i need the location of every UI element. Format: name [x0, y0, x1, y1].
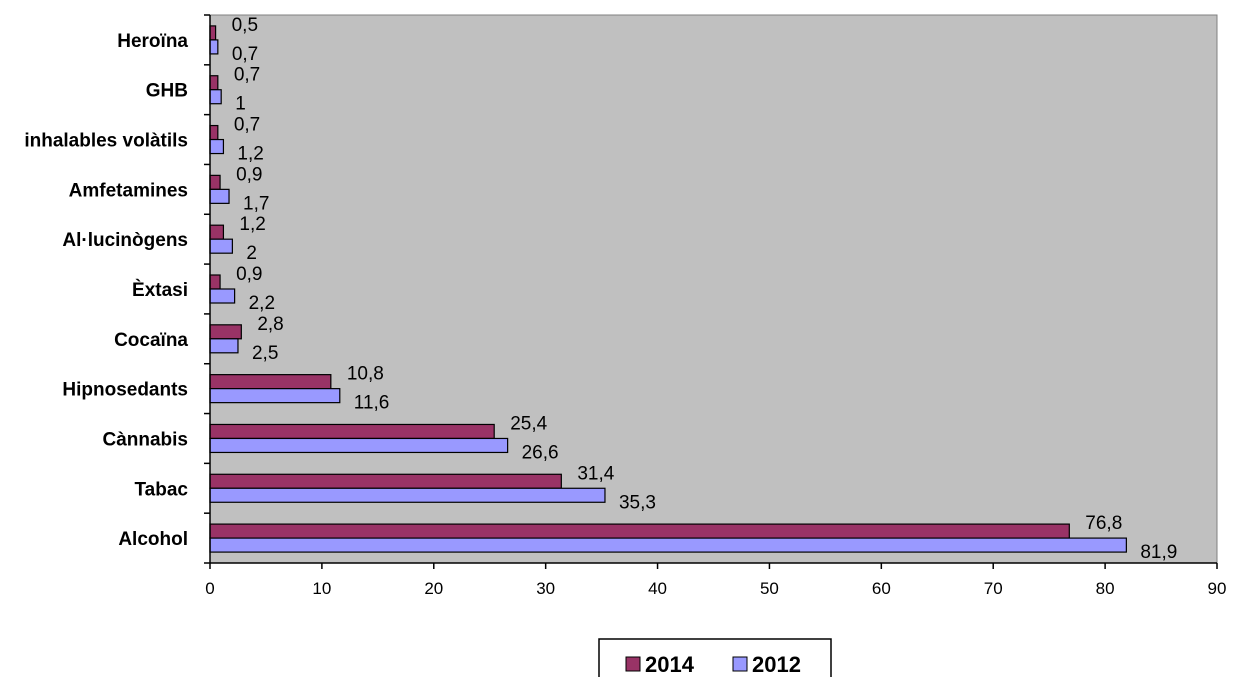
x-tick-label: 80 — [1096, 579, 1115, 598]
category-label-hipnosedants: Hipnosedants — [62, 380, 188, 401]
bar-2012-cocaina — [209, 338, 239, 354]
category-label-inhalables-volatils: inhalables volàtils — [24, 131, 188, 152]
data-label-2012-ghb: 1 — [235, 94, 246, 115]
category-label-tabac: Tabac — [134, 479, 188, 500]
x-tick-label: 0 — [205, 579, 214, 598]
x-tick-label: 90 — [1208, 579, 1227, 598]
data-label-2012-hipnosedants: 11,6 — [354, 393, 390, 414]
category-label-cannabis: Cànnabis — [102, 429, 188, 450]
bars-layer — [209, 25, 1127, 553]
legend-swatch-2014 — [625, 656, 641, 672]
data-label-2014-ghb: 0,7 — [234, 65, 260, 86]
data-label-2012-cannabis: 26,6 — [522, 442, 559, 463]
labels-layer: Alcohol 76,8 81,9 Tabac 31,435,3 Cànnabis 25,4… — [24, 15, 1177, 563]
bar-2014-amfetamines — [209, 174, 221, 190]
data-label-2014-hipnosedants: 10,8 — [347, 364, 384, 385]
category-label-amfetamines: Amfetamines — [69, 180, 188, 201]
x-tick-label: 60 — [872, 579, 891, 598]
data-label-2012-extasi: 2,2 — [249, 293, 275, 314]
x-tick-label: 40 — [648, 579, 667, 598]
data-label-2014-alcohol: 76,8 — [1085, 513, 1122, 534]
x-tick-label: 30 — [536, 579, 555, 598]
data-label-2012-heroina: 0,7 — [232, 44, 258, 65]
legend-label-2012: 2012 — [752, 652, 801, 677]
category-label-extasi: Èxtasi — [132, 279, 188, 301]
bar-2012-heroina — [209, 39, 219, 55]
data-label-2014-al-lucinogens: 1,2 — [239, 214, 265, 235]
bar-2014-cocaina — [209, 324, 242, 340]
data-label-2014-amfetamines: 0,9 — [236, 164, 262, 185]
x-tick-label: 50 — [760, 579, 779, 598]
bar-2012-al-lucinogens — [209, 238, 233, 254]
bar-2014-extasi — [209, 274, 221, 290]
bar-2014-cannabis — [209, 423, 495, 440]
legend: 2014 2012 — [598, 638, 832, 677]
x-tick-label: 10 — [312, 579, 331, 598]
bar-2012-extasi — [209, 288, 236, 304]
plot-area — [209, 14, 1218, 564]
bar-2014-hipnosedants — [209, 374, 332, 390]
data-label-2012-inhalables-volatils: 1,2 — [237, 144, 263, 165]
bar-2014-tabac — [209, 473, 562, 489]
bar-2014-ghb — [209, 75, 219, 91]
data-label-2014-heroina: 0,5 — [232, 15, 258, 36]
data-label-2014-inhalables-volatils: 0,7 — [234, 115, 260, 136]
data-label-2012-cocaina: 2,5 — [252, 343, 278, 364]
category-label-heroina: Heroïna — [117, 31, 188, 52]
data-label-2014-cocaina: 2,8 — [257, 314, 283, 335]
category-label-cocaina: Cocaïna — [114, 330, 188, 351]
bar-2012-amfetamines — [209, 188, 230, 204]
bar-2012-inhalables-volatils — [209, 138, 225, 155]
data-label-2014-tabac: 31,4 — [577, 463, 614, 484]
data-label-2014-extasi: 0,9 — [236, 264, 262, 285]
bar-2012-ghb — [209, 89, 222, 105]
data-label-2012-al-lucinogens: 2 — [246, 243, 257, 264]
data-label-2014-cannabis: 25,4 — [510, 413, 547, 434]
bar-2012-tabac — [209, 487, 606, 503]
bar-2014-alcohol — [209, 523, 1070, 539]
bar-2014-heroina — [209, 25, 217, 41]
data-label-2012-alcohol: 81,9 — [1140, 542, 1177, 563]
bar-2012-hipnosedants — [209, 388, 341, 404]
x-tick-label: 20 — [424, 579, 443, 598]
legend-label-2014: 2014 — [645, 652, 695, 677]
bar-2012-cannabis — [209, 437, 509, 454]
bar-2012-alcohol — [209, 537, 1127, 553]
bar-2014-al-lucinogens — [209, 224, 225, 240]
data-label-2012-amfetamines: 1,7 — [243, 193, 269, 214]
bar-2014-inhalables-volatils — [209, 124, 219, 141]
data-label-2012-tabac: 35,3 — [619, 492, 656, 513]
x-tick-label: 70 — [984, 579, 1003, 598]
category-label-ghb: GHB — [146, 81, 188, 102]
category-label-al-lucinogens: Al·lucinògens — [62, 230, 188, 251]
category-label-alcohol: Alcohol — [118, 529, 188, 550]
legend-swatch-2012 — [732, 656, 748, 672]
axes-layer: 0 10 20 30 40 50 60 70 80 90 — [204, 14, 1227, 598]
